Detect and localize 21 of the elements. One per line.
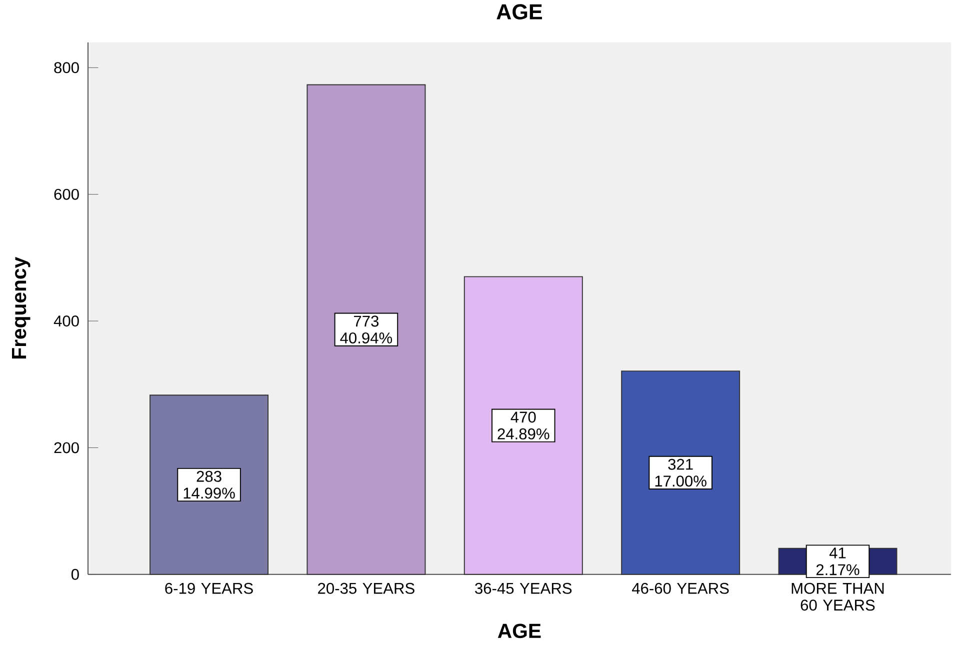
data-label: 41 2.17% [816,548,860,576]
bar [306,84,426,575]
y-tick-label: 0 [71,568,79,580]
y-tick-label: 200 [54,442,79,454]
chart-title: AGE [496,4,542,20]
y-tick-label: 800 [54,62,79,74]
x-tick-label: 46-60 YEARS [632,582,729,594]
y-tick-label: 400 [54,316,79,327]
y-axis-title: Frequency [12,256,30,359]
data-label: 283 14.99% [184,470,235,499]
data-label: 773 40.94% [340,316,392,344]
bar [464,276,583,575]
data-label: 470 24.89% [498,412,550,440]
x-tick-label: 6-19 YEARS [165,582,253,594]
data-label: 321 17.00% [655,458,706,487]
x-tick-label: MORE THAN 60 YEARS [792,582,884,611]
y-tick-label: 600 [54,188,79,200]
x-tick-label: 20-35 YEARS [318,582,414,594]
x-axis-title: AGE [498,624,541,638]
x-tick-label: 36-45 YEARS [475,582,572,594]
bar [621,370,740,575]
